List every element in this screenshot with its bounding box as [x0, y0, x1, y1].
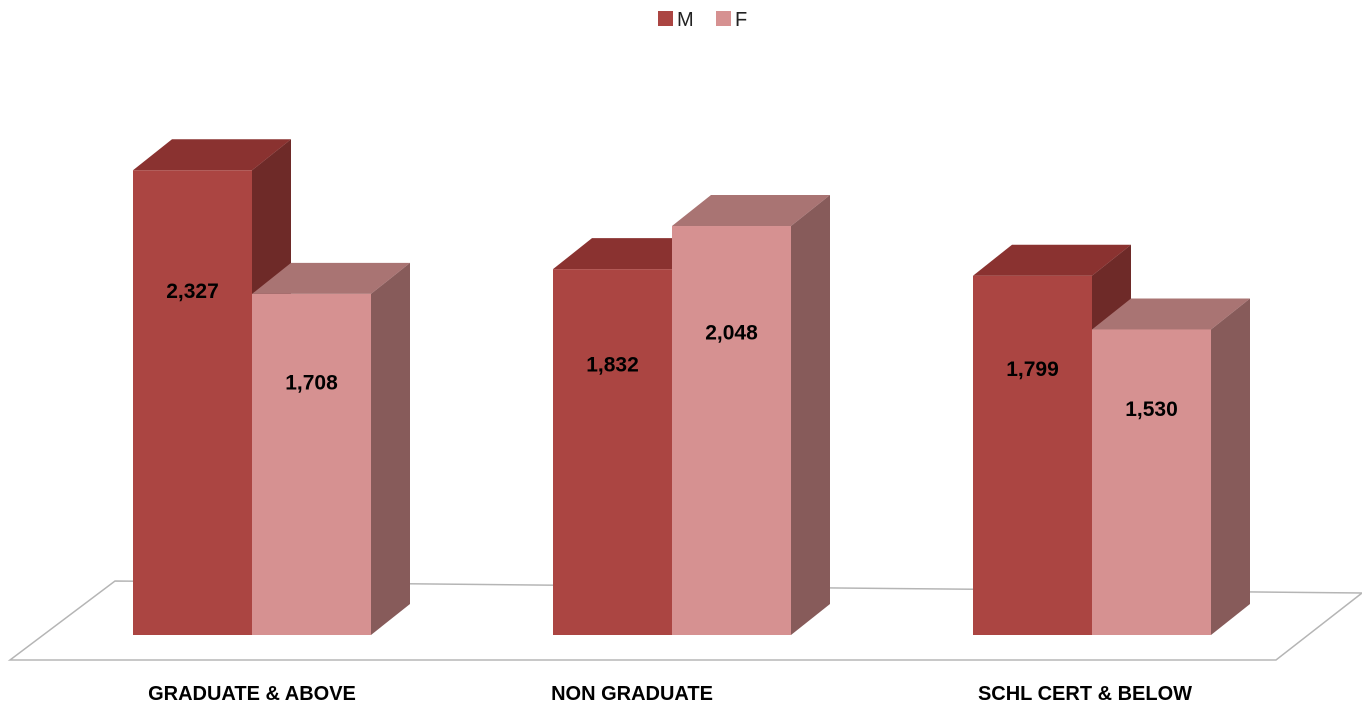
bar-m-0-front: [133, 170, 252, 635]
bar-m-0-top: [133, 139, 291, 171]
value-label-m-2: 1,799: [1006, 358, 1059, 381]
value-label-m-1: 1,832: [586, 353, 639, 376]
category-labels: GRADUATE & ABOVE NON GRADUATE SCHL CERT & …: [148, 683, 1192, 705]
data-labels: 2,327 1,708 1,832 2,048 1,799 1,530: [166, 280, 1178, 421]
value-label-f-1: 2,048: [705, 321, 758, 344]
legend-label-f: F: [735, 9, 747, 31]
bar-f-2-front: [1092, 329, 1211, 635]
bar-f-2-side: [1211, 298, 1250, 635]
bar-f-1-top: [672, 195, 830, 227]
bar-m-1-top: [553, 238, 711, 270]
category-label-0: GRADUATE & ABOVE: [148, 683, 356, 705]
value-label-f-2: 1,530: [1125, 398, 1178, 421]
category-label-2: SCHL CERT & BELOW: [978, 683, 1192, 705]
bar-f-0-top: [252, 262, 410, 294]
bar-f-1-side: [791, 195, 830, 635]
value-label-f-0: 1,708: [285, 372, 338, 395]
value-label-m-0: 2,327: [166, 280, 219, 303]
legend: M F: [658, 9, 747, 31]
legend-label-m: M: [677, 9, 694, 31]
bar-f-1-front: [672, 226, 791, 635]
bar-f-2: [1092, 298, 1250, 635]
bar-f-0: [252, 262, 410, 635]
legend-swatch-f: [716, 11, 731, 26]
bar-f-2-top: [1092, 298, 1250, 330]
bar-f-0-front: [252, 293, 371, 635]
bar-f-1: [672, 195, 830, 635]
bar-f-0-side: [371, 262, 410, 635]
bar-m-2-front: [973, 275, 1092, 635]
category-label-1: NON GRADUATE: [551, 683, 713, 705]
bars: [133, 139, 1250, 636]
bar-m-2-top: [973, 244, 1131, 276]
legend-swatch-m: [658, 11, 673, 26]
bar-m-1-front: [553, 269, 672, 635]
